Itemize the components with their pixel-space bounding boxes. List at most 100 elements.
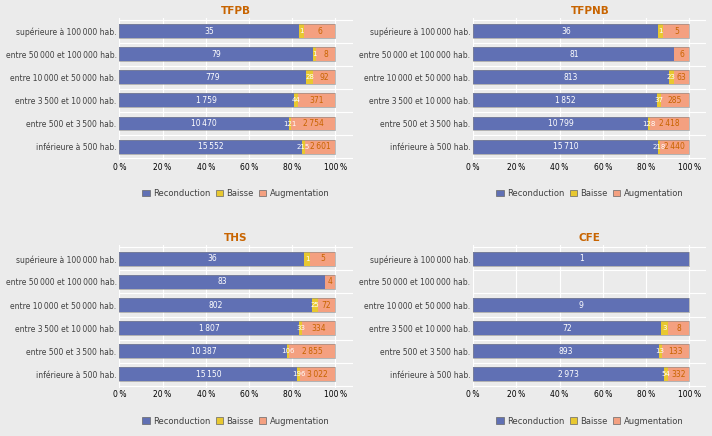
Bar xyxy=(305,252,310,266)
Bar xyxy=(120,368,335,381)
Text: 23: 23 xyxy=(667,74,676,80)
Title: TFPNB: TFPNB xyxy=(570,6,609,16)
Text: 63: 63 xyxy=(676,73,686,82)
Bar xyxy=(661,321,669,335)
Text: 4: 4 xyxy=(328,277,333,286)
Bar xyxy=(473,116,689,130)
Bar xyxy=(120,116,289,130)
Bar xyxy=(473,321,689,335)
Text: 44: 44 xyxy=(292,97,300,103)
Text: 79: 79 xyxy=(211,50,221,59)
Bar xyxy=(325,275,335,289)
Bar xyxy=(120,321,299,335)
Text: 332: 332 xyxy=(671,370,686,379)
Text: 133: 133 xyxy=(668,347,683,356)
Text: 371: 371 xyxy=(310,96,324,105)
Bar xyxy=(120,70,306,84)
Bar xyxy=(300,368,335,381)
Text: 15 150: 15 150 xyxy=(196,370,221,379)
Bar xyxy=(473,368,689,381)
Bar xyxy=(473,298,689,312)
Bar xyxy=(473,140,658,153)
Bar xyxy=(661,344,689,358)
Bar xyxy=(473,321,661,335)
Bar xyxy=(650,116,689,130)
Text: 10 387: 10 387 xyxy=(191,347,216,356)
Bar xyxy=(674,47,689,61)
Text: 2 440: 2 440 xyxy=(664,142,685,151)
Text: 218: 218 xyxy=(652,143,666,150)
Bar xyxy=(120,252,305,266)
Text: 72: 72 xyxy=(322,300,331,310)
Text: 1 807: 1 807 xyxy=(199,324,219,333)
Bar xyxy=(473,116,648,130)
Text: 81: 81 xyxy=(569,50,579,59)
Text: 72: 72 xyxy=(562,324,572,333)
Bar xyxy=(294,93,298,107)
Text: 6: 6 xyxy=(679,50,684,59)
Text: 106: 106 xyxy=(281,348,295,354)
Bar xyxy=(669,321,689,335)
Bar xyxy=(305,24,335,38)
Bar xyxy=(473,344,689,358)
Bar xyxy=(302,321,335,335)
Bar xyxy=(473,24,659,38)
Bar xyxy=(664,24,689,38)
Bar xyxy=(473,252,689,266)
Text: 2 601: 2 601 xyxy=(310,142,330,151)
Bar xyxy=(669,70,674,84)
Bar xyxy=(120,47,313,61)
Bar xyxy=(668,368,689,381)
Legend: Reconduction, Baisse, Augmentation: Reconduction, Baisse, Augmentation xyxy=(139,413,333,429)
Bar xyxy=(315,47,335,61)
Bar xyxy=(664,368,668,381)
Text: 36: 36 xyxy=(561,27,570,36)
Bar xyxy=(289,116,290,130)
Text: 10 470: 10 470 xyxy=(191,119,217,128)
Text: 1: 1 xyxy=(312,51,317,57)
Text: 215: 215 xyxy=(297,143,310,150)
Bar xyxy=(659,344,661,358)
Text: 54: 54 xyxy=(661,371,671,377)
Text: 5: 5 xyxy=(320,254,325,263)
Bar xyxy=(473,24,689,38)
Bar xyxy=(313,70,335,84)
Bar xyxy=(310,252,335,266)
Text: 9: 9 xyxy=(579,300,584,310)
Text: 13: 13 xyxy=(656,348,665,354)
Bar xyxy=(657,93,661,107)
Bar xyxy=(313,47,315,61)
Bar xyxy=(120,93,294,107)
Bar xyxy=(120,298,312,312)
Text: 35: 35 xyxy=(204,27,214,36)
Text: 3 022: 3 022 xyxy=(307,370,328,379)
Bar xyxy=(120,298,335,312)
Bar xyxy=(473,252,689,266)
Text: 1 852: 1 852 xyxy=(555,96,575,105)
Bar xyxy=(306,70,313,84)
Bar xyxy=(473,344,659,358)
Text: 92: 92 xyxy=(320,73,329,82)
Bar xyxy=(120,24,299,38)
Text: 1: 1 xyxy=(659,28,663,34)
Text: 121: 121 xyxy=(283,120,296,126)
Bar xyxy=(473,47,674,61)
Text: 813: 813 xyxy=(564,73,578,82)
Text: 1: 1 xyxy=(305,256,309,262)
Text: 1 759: 1 759 xyxy=(197,96,217,105)
Text: 5: 5 xyxy=(674,27,679,36)
Bar xyxy=(120,368,298,381)
Text: 37: 37 xyxy=(654,97,664,103)
Bar xyxy=(298,93,335,107)
Text: 8: 8 xyxy=(676,324,681,333)
Text: 8: 8 xyxy=(323,50,328,59)
Text: 2 754: 2 754 xyxy=(303,119,323,128)
Text: 15 710: 15 710 xyxy=(553,142,578,151)
Text: 779: 779 xyxy=(206,73,220,82)
Bar xyxy=(120,344,288,358)
Bar xyxy=(473,70,689,84)
Bar xyxy=(120,140,335,153)
Legend: Reconduction, Baisse, Augmentation: Reconduction, Baisse, Augmentation xyxy=(493,413,686,429)
Text: 3: 3 xyxy=(662,325,666,331)
Bar xyxy=(659,24,664,38)
